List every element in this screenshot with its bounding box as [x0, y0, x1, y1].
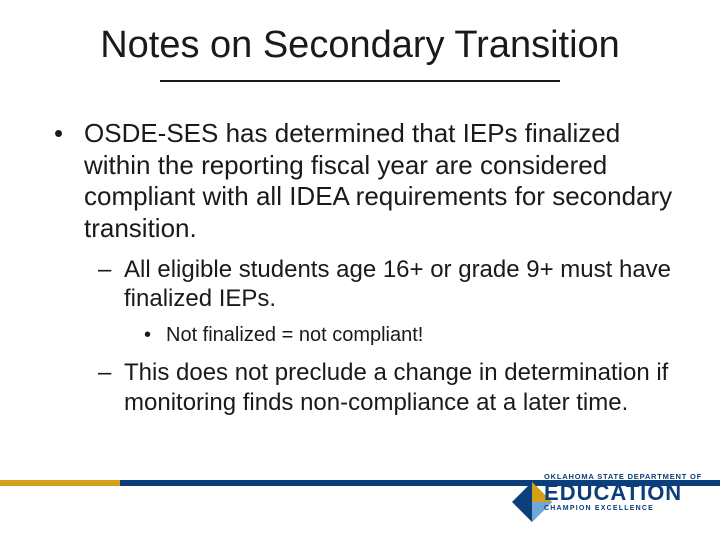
slide: Notes on Secondary Transition • OSDE-SES… — [0, 0, 720, 540]
bullet-l3-text: Not finalized = not compliant! — [166, 323, 423, 348]
bullet-l1-text: OSDE-SES has determined that IEPs finali… — [84, 118, 674, 245]
bullet-dot-icon: • — [144, 323, 166, 348]
slide-title: Notes on Secondary Transition — [0, 24, 720, 67]
bullet-dot-icon: • — [54, 118, 84, 245]
bullet-level1: • OSDE-SES has determined that IEPs fina… — [54, 118, 674, 245]
bullet-level2: – This does not preclude a change in det… — [98, 358, 674, 417]
bullet-l2a-text: All eligible students age 16+ or grade 9… — [124, 255, 674, 314]
logo-text-block: OKLAHOMA STATE DEPARTMENT OF EDUCATION C… — [544, 472, 702, 512]
slide-body: • OSDE-SES has determined that IEPs fina… — [54, 118, 674, 421]
bullet-dash-icon: – — [98, 255, 124, 314]
bullet-level3: • Not finalized = not compliant! — [144, 323, 674, 348]
bullet-dash-icon: – — [98, 358, 124, 417]
bullet-l2b-text: This does not preclude a change in deter… — [124, 358, 674, 417]
bullet-level2: – All eligible students age 16+ or grade… — [98, 255, 674, 314]
logo-main: EDUCATION — [544, 482, 702, 504]
footer-bar-gold — [0, 480, 120, 486]
footer-logo: OKLAHOMA STATE DEPARTMENT OF EDUCATION C… — [482, 464, 702, 534]
logo-tagline: CHAMPION EXCELLENCE — [544, 505, 702, 512]
title-underline — [160, 80, 560, 82]
